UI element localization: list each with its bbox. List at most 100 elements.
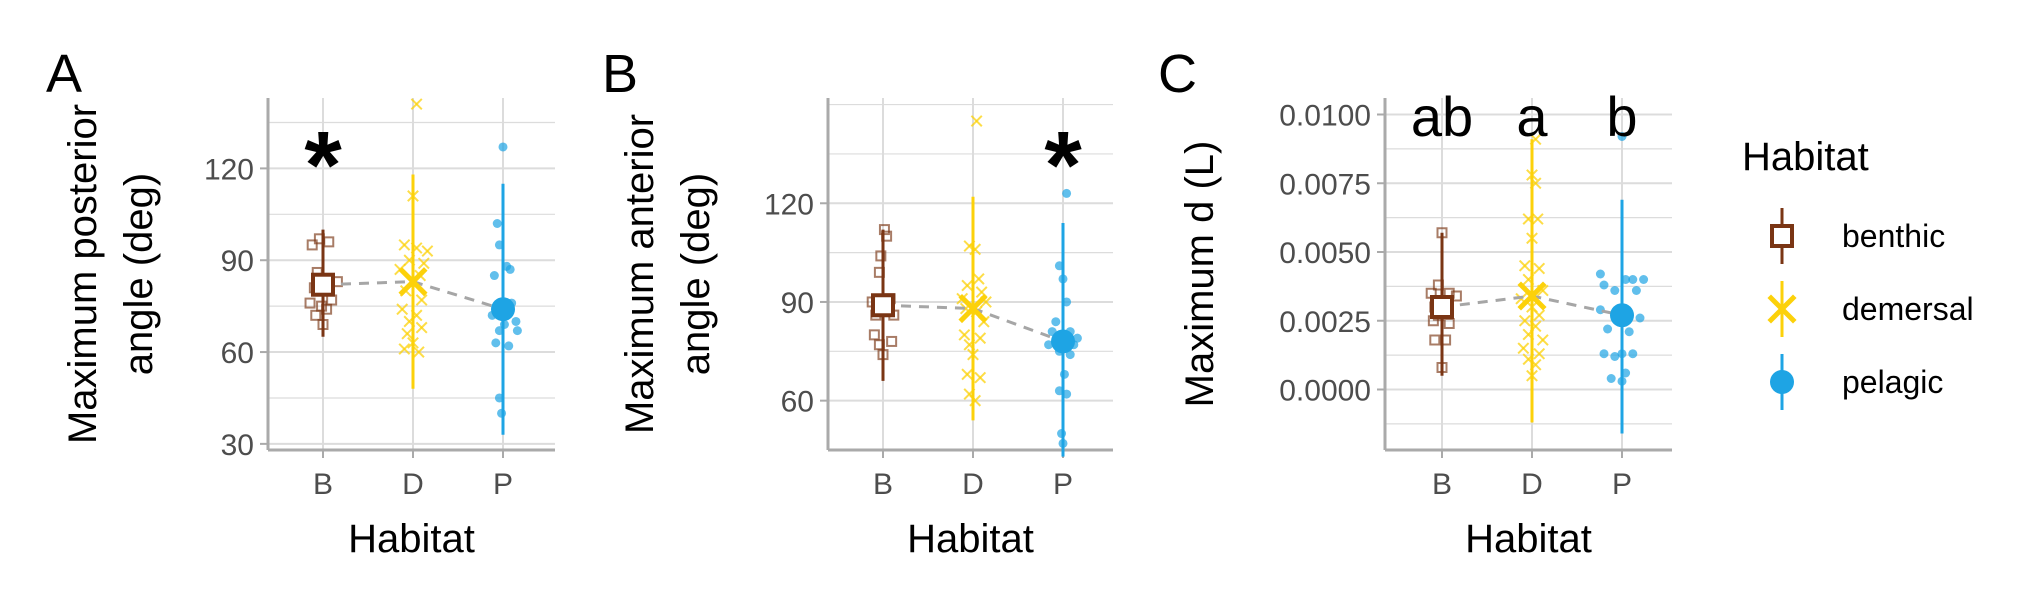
data-point: [512, 326, 522, 336]
data-point: [1518, 314, 1531, 327]
data-point: [1533, 347, 1546, 360]
y-axis-label: Maximum posterior: [61, 104, 105, 444]
data-point: [1072, 333, 1082, 343]
data-point: [1595, 305, 1605, 315]
y-axis-label: Maximum anterior: [618, 114, 662, 434]
data-point: [974, 371, 987, 384]
panel-letter: A: [46, 44, 82, 104]
data-point: [1606, 374, 1616, 383]
mean-marker-benthic: [871, 293, 895, 318]
panels: 30 60 90 120 B D P Habitat Maximum posterior angl…: [46, 44, 1672, 561]
data-point: [1628, 275, 1638, 284]
series-pelagic: [487, 142, 522, 418]
data-point: [958, 328, 971, 341]
y-tick-label: 0.0050: [1279, 237, 1371, 270]
data-point: [1533, 262, 1546, 275]
y-axis-label: angle (deg): [674, 173, 718, 375]
x-tick-label: D: [402, 468, 424, 501]
legend-cross-icon: [1767, 294, 1797, 324]
data-point: [1610, 352, 1620, 361]
y-tick-label: 30: [221, 429, 254, 462]
legend-square-icon: [1770, 224, 1794, 248]
x-tick-label: P: [493, 468, 513, 501]
data-point: [417, 257, 430, 270]
x-tick-label: D: [1521, 468, 1543, 501]
group-letter: ab: [1411, 85, 1473, 148]
series-demersal: [1515, 133, 1549, 382]
legend-label: demersal: [1842, 291, 1974, 327]
legend-item-demersal: demersal: [1767, 281, 1974, 337]
data-point: [323, 236, 335, 248]
y-tick-label: 60: [781, 386, 814, 419]
data-point: [412, 346, 425, 358]
group-letter: b: [1606, 85, 1637, 148]
x-tick-label: D: [962, 468, 984, 501]
mean-marker-benthic: [311, 272, 335, 297]
x-axis-label: Habitat: [348, 517, 475, 561]
data-point: [1599, 280, 1609, 290]
y-tick-label: 90: [781, 287, 814, 320]
data-point: [304, 297, 316, 309]
data-point: [1639, 275, 1649, 284]
y-tick-label: 0.0075: [1279, 168, 1371, 201]
data-point: [1635, 313, 1645, 323]
legend-label: benthic: [1842, 218, 1945, 254]
legend: Habitat benthic demersal pelagic: [1742, 135, 1974, 410]
data-point: [1062, 188, 1072, 198]
data-point: [511, 316, 521, 326]
data-point: [310, 309, 322, 321]
data-point: [492, 218, 502, 228]
data-point: [1051, 317, 1061, 327]
data-point: [401, 327, 414, 340]
legend-title: Habitat: [1742, 135, 1869, 179]
group-letter: a: [1516, 85, 1548, 148]
data-point: [398, 239, 411, 251]
data-point: [498, 142, 508, 152]
data-point: [961, 368, 974, 381]
significance-star: *: [304, 112, 342, 219]
data-point: [1610, 286, 1620, 295]
legend-item-pelagic: pelagic: [1770, 354, 1943, 410]
x-tick-label: P: [1053, 468, 1073, 501]
panel-letter: B: [602, 44, 638, 104]
data-point: [1536, 334, 1549, 346]
data-point: [396, 303, 409, 316]
data-point: [1631, 286, 1641, 295]
legend-circle-icon: [1770, 370, 1794, 394]
data-point: [326, 294, 338, 306]
x-axis-label: Habitat: [907, 517, 1034, 561]
data-point: [974, 332, 987, 345]
data-point: [1531, 213, 1544, 225]
data-point: [1533, 309, 1546, 322]
x-axis-label: Habitat: [1465, 517, 1592, 561]
significance-star: *: [1044, 112, 1082, 219]
panel-A: 30 60 90 120 B D P Habitat Maximum posterior angl…: [46, 44, 555, 561]
data-point: [398, 343, 411, 355]
x-tick-label: B: [873, 468, 893, 501]
data-point: [961, 279, 974, 292]
data-point: [505, 264, 515, 274]
data-point: [504, 341, 514, 351]
data-point: [1617, 132, 1627, 141]
data-point: [972, 273, 985, 285]
data-point: [415, 294, 428, 306]
y-axis-label: Maximum d (L): [1178, 141, 1222, 408]
x-tick-label: B: [1432, 468, 1452, 501]
y-tick-label: 0.0025: [1279, 306, 1371, 339]
data-point: [970, 115, 983, 127]
data-point: [489, 271, 499, 281]
data-point: [886, 335, 898, 347]
panel-B: 60 90 120 B D P Habitat Maximum anterior angle (…: [602, 44, 1113, 561]
data-point: [875, 250, 887, 262]
mean-marker-benthic: [1430, 295, 1454, 319]
data-point: [491, 338, 501, 348]
data-point: [1603, 324, 1613, 334]
data-point: [410, 98, 423, 111]
mean-marker-pelagic: [1051, 329, 1075, 354]
data-point: [1595, 269, 1605, 279]
data-point: [421, 245, 434, 257]
y-tick-label: 60: [221, 337, 254, 370]
grid: [1385, 98, 1672, 450]
mean-marker-pelagic: [1610, 303, 1634, 328]
